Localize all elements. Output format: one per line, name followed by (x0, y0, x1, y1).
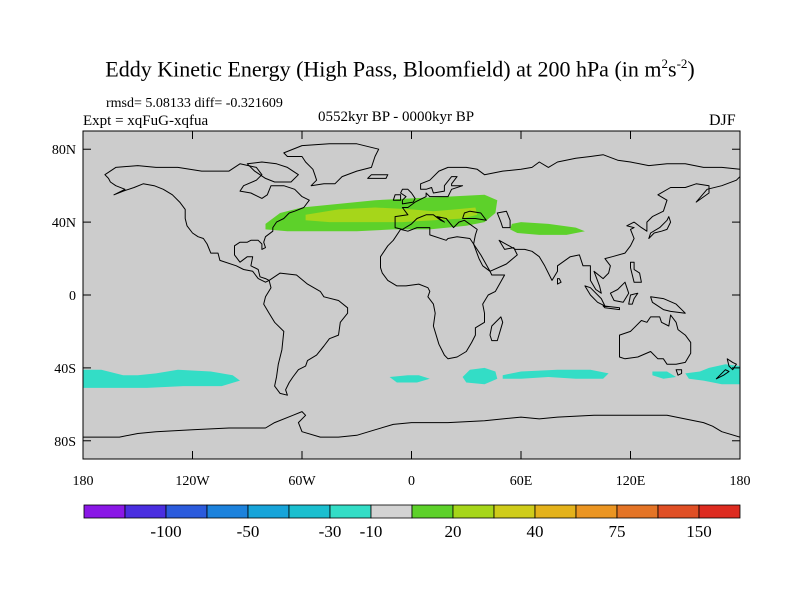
coastline-tasmania (675, 369, 683, 376)
coastline-iceland (367, 174, 389, 179)
anomaly-region-south-indian-west (462, 367, 498, 385)
colorbar-label: -50 (237, 522, 260, 541)
x-tick-label: 60W (288, 474, 316, 489)
colorbar-label: 40 (527, 522, 544, 541)
colorbar-box (370, 504, 413, 519)
coastline-java (602, 305, 620, 311)
y-tick-label: 0 (69, 289, 76, 304)
coastline-new-zealand-south (715, 369, 730, 380)
anomaly-region-central-asia (510, 222, 585, 235)
coastline-great-britain (400, 188, 416, 205)
anomaly-region-south-atlantic (389, 375, 430, 383)
chart-title: Eddy Kinetic Energy (High Pass, Bloomfie… (105, 56, 695, 82)
colorbar-box (616, 504, 659, 519)
x-tick-label: 180 (73, 474, 94, 489)
y-tick-label: 40N (52, 216, 76, 231)
coastline-madagascar (489, 316, 504, 342)
coastline-baffin-island (246, 161, 299, 183)
colorbar-box (657, 504, 700, 519)
colorbar-box (575, 504, 618, 519)
period-label: 0552kyr BP - 0000kyr BP (318, 109, 475, 125)
colorbar-box (411, 504, 454, 519)
colorbar-box (206, 504, 249, 519)
y-tick-label: 80N (52, 143, 76, 158)
anomaly-region-south-of-australia (652, 371, 677, 379)
coastline-japan (648, 216, 672, 239)
x-tick-label: 180 (730, 474, 751, 489)
colorbar-label: -10 (360, 522, 383, 541)
map-background (83, 131, 740, 459)
anomaly-region-south-pacific-east (83, 369, 240, 388)
y-tick-label: 40S (54, 362, 76, 377)
coastline-greenland (283, 143, 380, 187)
colorbar-box (288, 504, 331, 519)
coastline-sulawesi (628, 292, 639, 305)
colorbar-label: 20 (445, 522, 462, 541)
colorbar-label: -100 (150, 522, 181, 541)
experiment-label: Expt = xqFuG-xqfua (83, 113, 209, 129)
coastline-sri-lanka (557, 278, 562, 285)
coastline-borneo (609, 281, 630, 303)
coastline-antarctica (83, 411, 740, 438)
anomaly-region-north-atlantic-core (305, 207, 478, 223)
season-label: DJF (709, 112, 736, 129)
x-tick-label: 120W (175, 474, 210, 489)
anomaly-region-south-indian-central (502, 369, 609, 379)
colorbar-box (452, 504, 495, 519)
coastline-new-guinea (650, 296, 686, 314)
colorbar-box (124, 504, 167, 519)
colorbar-box (493, 504, 536, 519)
coastline-new-zealand-north (726, 358, 737, 371)
coastline-eurasia (394, 154, 740, 294)
x-tick-label: 60E (510, 474, 533, 489)
colorbar-box (165, 504, 208, 519)
colorbar-box (83, 504, 126, 519)
coastline-ireland (392, 194, 402, 201)
x-tick-label: 0 (408, 474, 415, 489)
coastline-africa (380, 227, 506, 360)
anomaly-region-tasman-sea (685, 364, 740, 385)
colorbar-label: 75 (609, 522, 626, 541)
colorbar-box (534, 504, 577, 519)
colorbar-label: -30 (319, 522, 342, 541)
coastline-south-america (263, 272, 349, 396)
colorbar-box (247, 504, 290, 519)
coastline-australia (619, 314, 692, 365)
y-tick-label: 80S (54, 435, 76, 450)
colorbar-label: 150 (686, 522, 712, 541)
coastline-philippines (630, 261, 642, 283)
colorbar-box (698, 504, 741, 519)
coastline-north-america (104, 163, 310, 283)
coastline-black-sea (462, 210, 487, 221)
x-tick-label: 120E (616, 474, 646, 489)
colorbar-box (329, 504, 372, 519)
coastline-caspian-sea (496, 210, 511, 229)
rmsd-diff-label: rmsd= 5.08133 diff= -0.321609 (106, 96, 283, 111)
